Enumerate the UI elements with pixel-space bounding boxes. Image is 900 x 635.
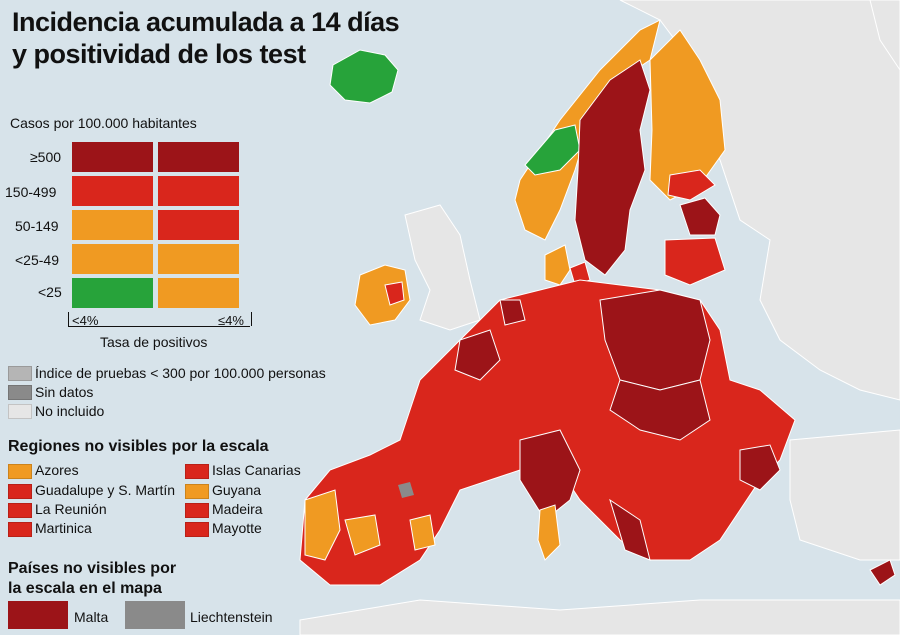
grey-legend-swatch [8,404,32,419]
orange-regions [304,489,561,561]
region-swatch [185,464,209,479]
legend-row-label: <25-49 [15,252,59,268]
iceland-shape [329,49,399,104]
region-swatch [8,484,32,499]
regions-heading: Regiones no visibles por la escala [8,438,269,455]
region-swatch [8,503,32,518]
countries-heading-line-1: Países no visibles por [8,560,177,577]
region-label: Martinica [35,520,92,536]
legend-row-label: ≥500 [30,149,62,165]
country-swatch [8,601,68,629]
legend-row-label: <25 [38,284,62,300]
region-label: Guadalupe y S. Martín [35,482,176,498]
no-data-spot [398,482,414,498]
region-swatch [185,522,209,537]
legend-cell [158,142,239,172]
countries-heading-line-2: la escala en el mapa [8,580,162,597]
legend-x-axis [68,312,252,326]
legend-cell [158,278,239,308]
nordic-shapes [514,19,726,276]
legend-cell [72,244,153,274]
grey-legend-label: No incluido [35,403,105,419]
legend-header: Casos por 100.000 habitantes [10,115,197,131]
region-label: Guyana [212,482,262,498]
legend-cell [158,244,239,274]
country-swatch [125,601,185,629]
legend-cell [72,176,153,206]
grey-legend-swatch [8,385,32,400]
grey-legend-label: Sin datos [35,384,94,400]
title-line-2: y positividad de los test [12,39,306,69]
legend-cell [158,176,239,206]
region-swatch [8,522,32,537]
country-label: Liechtenstein [190,609,273,625]
region-label: Madeira [212,501,263,517]
legend-x-axis-label: Tasa de positivos [100,334,208,350]
country-label: Malta [74,609,109,625]
legend-cell [72,142,153,172]
legend-cell [72,278,153,308]
dark-red-regions [454,289,896,586]
region-label: La Reunión [35,501,107,517]
region-label: Islas Canarias [212,462,301,478]
baltic-shapes [664,197,726,286]
region-swatch [185,503,209,518]
ireland-shape [354,264,411,326]
region-label: Mayotte [212,520,262,536]
legend-col-right-label: ≤4% [218,313,244,328]
legend-row-label: 150-499 [5,184,57,200]
legend-cell [158,210,239,240]
legend-col-left-label: <4% [72,313,99,328]
legend-x-axis-line [68,326,250,327]
region-swatch [8,464,32,479]
grey-legend-swatch [8,366,32,381]
region-swatch [185,484,209,499]
region-label: Azores [35,462,79,478]
title-line-1: Incidencia acumulada a 14 días [12,7,400,37]
grey-legend-label: Índice de pruebas < 300 por 100.000 pers… [35,365,326,381]
legend-row-label: 50-149 [15,218,59,234]
denmark-shape [544,244,591,286]
legend-cell [72,210,153,240]
